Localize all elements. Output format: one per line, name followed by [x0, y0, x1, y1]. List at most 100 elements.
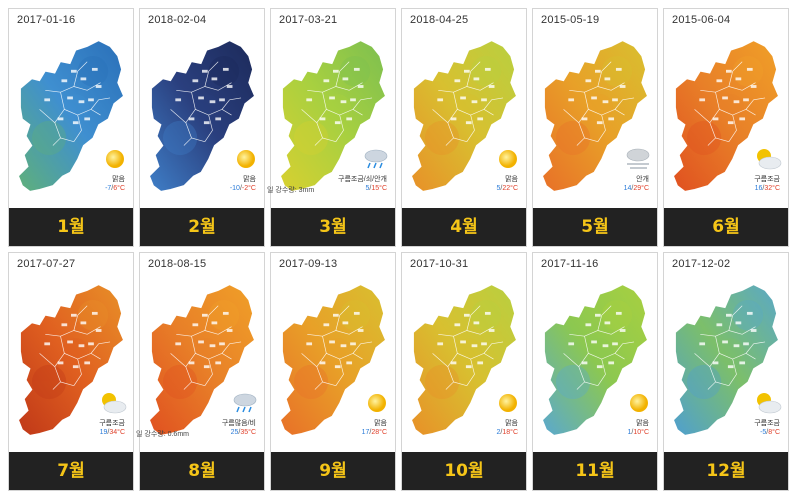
month-card: 2017-09-13 맑음 17/28°C 9월 — [270, 252, 396, 491]
month-card: 2018-02-04 맑음 -10/-2°C 2월 — [139, 8, 265, 247]
max-temperature: 32°C — [764, 185, 780, 192]
region-temperature-map — [280, 40, 386, 192]
min-temperature: -7 — [105, 185, 112, 192]
weather-summary: 구름조금 -5/8°C — [722, 391, 784, 449]
temperature-range: 17/28°C — [361, 429, 387, 436]
weather-condition: 구름조금 — [99, 420, 125, 427]
month-card: 2017-03-21 구름조금/쇠/안개 5/15°C 일 강수량: 3mm 3월 — [267, 8, 396, 247]
weather-condition: 구름조금/쇠/안개 — [338, 176, 387, 183]
month-card: 2018-08-15 구름많음/비 25/35°C 일 강수량: 0.6mm 8월 — [136, 252, 265, 491]
min-temperature: -10 — [229, 185, 240, 192]
temperature-range: 19/34°C — [99, 429, 125, 436]
weather-summary: 구름조금 19/34°C — [67, 391, 129, 449]
observation-date: 2017-09-13 — [279, 258, 338, 270]
sun-icon — [499, 394, 517, 412]
temperature-range: 2/18°C — [496, 429, 519, 436]
observation-date: 2017-11-16 — [541, 258, 599, 270]
min-temperature: -5 — [760, 429, 767, 436]
region-temperature-map — [18, 284, 124, 436]
max-temperature: -2°C — [241, 185, 256, 192]
region-temperature-map — [542, 40, 648, 192]
month-label: 3월 — [271, 208, 395, 246]
month-label: 10월 — [402, 452, 526, 490]
month-card: 2018-04-25 맑음 5/22°C 4월 — [401, 8, 527, 247]
month-label: 8월 — [140, 452, 264, 490]
region-temperature-map — [280, 284, 386, 436]
min-temperature: 19 — [99, 429, 108, 436]
region-temperature-map — [673, 40, 779, 192]
observation-date: 2017-01-16 — [17, 14, 76, 26]
weather-condition: 안개 — [636, 176, 649, 183]
weather-summary: 맑음 1/10°C — [591, 391, 653, 449]
weather-condition: 구름많음/비 — [221, 420, 256, 427]
temperature-range: -5/8°C — [760, 429, 780, 436]
region-temperature-map — [149, 40, 255, 192]
temperature-range: 14/29°C — [623, 185, 649, 192]
fog-icon — [626, 148, 650, 169]
min-temperature: 2 — [496, 429, 501, 436]
region-temperature-map — [18, 40, 124, 192]
weather-summary: 안개 14/29°C — [591, 147, 653, 205]
max-temperature: 22°C — [502, 185, 518, 192]
weather-condition: 구름조금 — [754, 420, 780, 427]
sun-icon — [499, 150, 517, 168]
max-temperature: 10°C — [633, 429, 649, 436]
month-label: 12월 — [664, 452, 788, 490]
observation-date: 2017-10-31 — [410, 258, 469, 270]
month-card: 2017-11-16 맑음 1/10°C 11월 — [532, 252, 658, 491]
month-label: 4월 — [402, 208, 526, 246]
min-temperature: 5 — [496, 185, 501, 192]
month-label: 5월 — [533, 208, 657, 246]
weather-summary: 구름많음/비 25/35°C 일 강수량: 0.6mm — [136, 391, 260, 449]
min-temperature: 25 — [230, 429, 239, 436]
min-temperature: 17 — [361, 429, 370, 436]
daily-precipitation: 일 강수량: 0.6mm — [136, 431, 189, 438]
month-label: 1월 — [9, 208, 133, 246]
month-label: 6월 — [664, 208, 788, 246]
sun-icon — [368, 394, 386, 412]
weather-condition: 맑음 — [505, 420, 518, 427]
weather-summary: 맑음 2/18°C — [460, 391, 522, 449]
max-temperature: 34°C — [109, 429, 125, 436]
observation-date: 2017-12-02 — [672, 258, 731, 270]
temperature-range: -7/6°C — [105, 185, 125, 192]
month-label: 11월 — [533, 452, 657, 490]
rain-cloud-icon — [364, 149, 388, 169]
region-temperature-map — [149, 284, 255, 436]
month-card: 2017-10-31 맑음 2/18°C 10월 — [401, 252, 527, 491]
weather-condition: 맑음 — [505, 176, 518, 183]
month-card: 2017-01-16 맑음 -7/6°C 1월 — [8, 8, 134, 247]
daily-precipitation: 일 강수량: 3mm — [267, 187, 315, 194]
rain-cloud-icon — [233, 393, 257, 413]
observation-date: 2018-08-15 — [148, 258, 207, 270]
region-temperature-map — [673, 284, 779, 436]
temperature-range: 25/35°C — [230, 429, 256, 436]
region-temperature-map — [411, 40, 517, 192]
weather-condition: 구름조금 — [754, 176, 780, 183]
month-card: 2017-07-27 구름조금 19/34°C 7월 — [8, 252, 134, 491]
month-label: 2월 — [140, 208, 264, 246]
partly-cloudy-icon — [757, 393, 782, 414]
max-temperature: 29°C — [633, 185, 649, 192]
weather-summary: 구름조금/쇠/안개 5/15°C 일 강수량: 3mm — [267, 147, 391, 205]
weather-summary: 구름조금 16/32°C — [722, 147, 784, 205]
temperature-range: -10/-2°C — [229, 185, 256, 192]
month-label: 7월 — [9, 452, 133, 490]
min-temperature: 14 — [623, 185, 632, 192]
observation-date: 2017-07-27 — [17, 258, 76, 270]
sun-icon — [106, 150, 124, 168]
max-temperature: 18°C — [502, 429, 518, 436]
max-temperature: 15°C — [371, 185, 387, 192]
sun-icon — [237, 150, 255, 168]
sun-icon — [630, 394, 648, 412]
weather-condition: 맑음 — [243, 176, 256, 183]
temperature-range: 1/10°C — [627, 429, 650, 436]
weather-summary: 맑음 17/28°C — [329, 391, 391, 449]
min-temperature: 16 — [754, 185, 763, 192]
max-temperature: 8°C — [768, 429, 780, 436]
weather-summary: 맑음 -10/-2°C — [198, 147, 260, 205]
weather-summary: 맑음 -7/6°C — [67, 147, 129, 205]
observation-date: 2015-06-04 — [672, 14, 731, 26]
region-temperature-map — [542, 284, 648, 436]
